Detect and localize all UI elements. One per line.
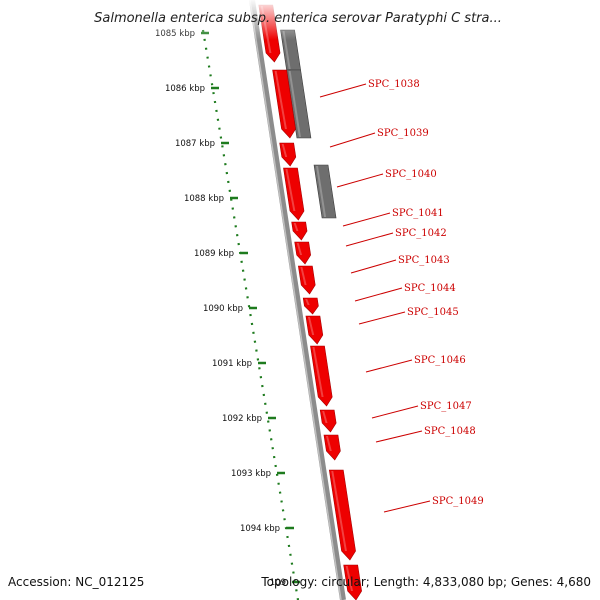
gene-label[interactable]: SPC_1043: [398, 255, 450, 266]
ruler-tick-label: 1089 kbp: [194, 249, 234, 259]
ruler-tick-label: 1091 kbp: [212, 359, 252, 369]
gene-label[interactable]: SPC_1047: [420, 401, 472, 412]
backbone: [249, 0, 346, 600]
ruler-tick-label: 1090 kbp: [203, 304, 243, 314]
gene-leader-line: [329, 132, 376, 148]
gene-leader-line: [358, 311, 406, 325]
gene-label[interactable]: SPC_1040: [385, 169, 437, 180]
gene-label[interactable]: SPC_1038: [368, 79, 420, 90]
forward-gene[interactable]: [328, 469, 356, 561]
gene-label[interactable]: SPC_1046: [414, 355, 466, 366]
forward-gene[interactable]: [283, 167, 305, 221]
gene-leader-line: [342, 212, 391, 227]
gene-labels: SPC_1038 SPC_1039 SPC_1040 SPC_1041 SPC_1042…: [319, 79, 484, 513]
forward-gene[interactable]: [305, 315, 324, 345]
gene-label[interactable]: SPC_1039: [377, 128, 429, 139]
forward-gene[interactable]: [272, 69, 296, 139]
forward-gene[interactable]: [302, 297, 319, 315]
ruler-tick-label: 1094 kbp: [240, 524, 280, 534]
ruler-tick-label: 1087 kbp: [175, 139, 215, 149]
ruler-tick-label: 1088 kbp: [184, 194, 224, 204]
gene-leader-line: [365, 359, 413, 373]
genome-title: Salmonella enterica subsp. enterica sero…: [94, 11, 502, 26]
ruler-tick-label: 1086 kbp: [165, 84, 205, 94]
forward-gene[interactable]: [343, 564, 362, 600]
gene-leader-line: [354, 287, 403, 302]
gene-label[interactable]: SPC_1048: [424, 426, 476, 437]
topology-text: Topology: circular; Length: 4,833,080 bp…: [260, 575, 591, 589]
ruler-tick-label: 1092 kbp: [222, 414, 262, 424]
forward-gene[interactable]: [310, 345, 333, 407]
reverse-strand-genes: [280, 29, 337, 219]
top-fade: [0, 0, 600, 40]
reverse-gene[interactable]: [313, 164, 337, 219]
ruler-tick-label: 109: [270, 578, 286, 588]
gene-label[interactable]: SPC_1041: [392, 208, 444, 219]
gene-leader-line: [336, 173, 384, 188]
forward-gene[interactable]: [279, 142, 297, 167]
gene-label[interactable]: SPC_1049: [432, 496, 484, 507]
gene-label[interactable]: SPC_1044: [404, 283, 456, 294]
gene-leader-line: [371, 405, 419, 419]
gene-leader-line: [375, 430, 423, 443]
gene-leader-line: [319, 83, 367, 98]
gene-leader-line: [350, 259, 397, 274]
gene-leader-line: [345, 232, 394, 247]
forward-gene[interactable]: [323, 434, 341, 461]
forward-gene[interactable]: [297, 265, 316, 295]
forward-strand-genes: [258, 4, 362, 600]
gene-label[interactable]: SPC_1042: [395, 228, 447, 239]
gene-label[interactable]: SPC_1045: [407, 307, 459, 318]
forward-gene[interactable]: [294, 241, 311, 265]
gene-leader-line: [383, 500, 431, 513]
accession-text: Accession: NC_012125: [8, 575, 144, 589]
forward-gene[interactable]: [319, 409, 337, 433]
forward-gene[interactable]: [291, 221, 308, 241]
ruler-tick-label: 1093 kbp: [231, 469, 271, 479]
